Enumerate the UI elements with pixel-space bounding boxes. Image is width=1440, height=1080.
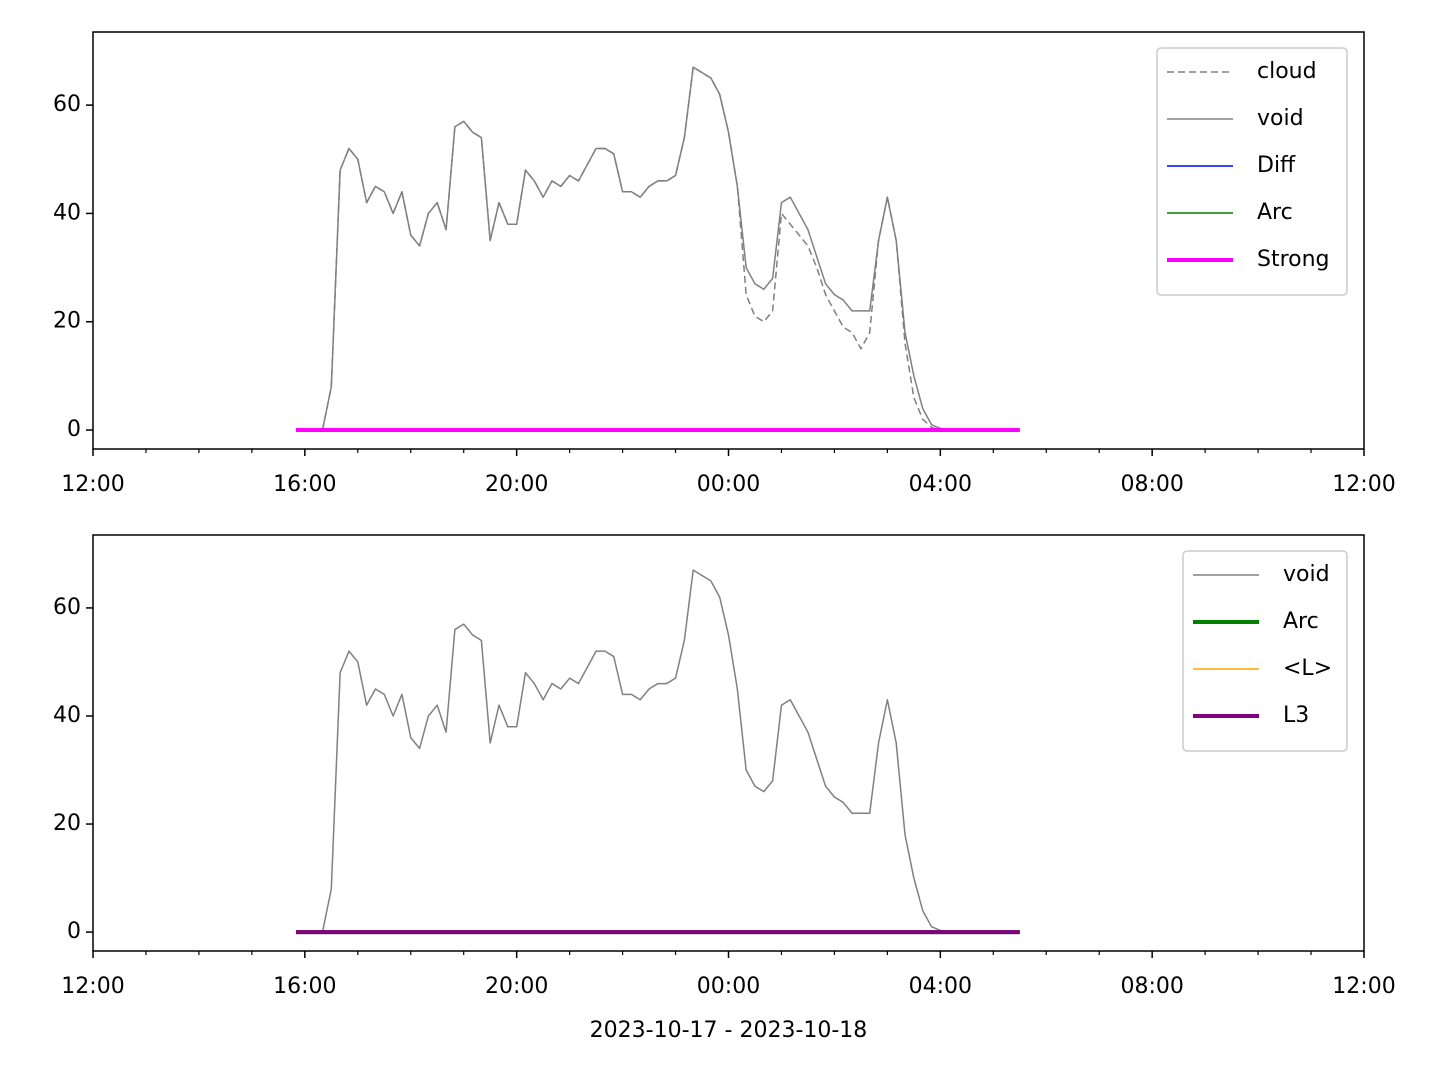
x-tick-label: 00:00 xyxy=(697,472,760,497)
legend-label: L3 xyxy=(1283,703,1309,728)
x-tick-label: 04:00 xyxy=(909,974,972,999)
legend-box xyxy=(1182,550,1348,752)
x-tick-label: 04:00 xyxy=(909,472,972,497)
x-axis-label: 2023-10-17 - 2023-10-18 xyxy=(590,1018,868,1043)
legend-label: cloud xyxy=(1257,59,1317,84)
y-tick-label: 0 xyxy=(67,919,81,944)
x-tick-label: 12:00 xyxy=(61,974,124,999)
legend-label: <L> xyxy=(1283,656,1332,681)
subplot: 0 20 40 60 12:00 16:00 20:00 00:00 04:00 08:00 12:… xyxy=(53,31,1396,497)
y-tick-label: 20 xyxy=(53,811,81,836)
series-line xyxy=(321,66,958,431)
y-tick-label: 0 xyxy=(67,417,81,442)
x-tick-label: 16:00 xyxy=(273,974,336,999)
legend-box xyxy=(1156,47,1348,296)
legend-label: Strong xyxy=(1257,247,1330,272)
y-tick-label: 40 xyxy=(53,200,81,225)
y-tick-label: 20 xyxy=(53,309,81,334)
x-tick-label: 00:00 xyxy=(697,974,760,999)
y-tick-label: 60 xyxy=(53,92,81,117)
series-line xyxy=(321,569,958,933)
legend-label: Arc xyxy=(1283,609,1319,634)
x-tick-label: 20:00 xyxy=(485,472,548,497)
x-tick-label: 08:00 xyxy=(1120,472,1183,497)
y-tick-label: 60 xyxy=(53,595,81,620)
legend-label: Arc xyxy=(1257,200,1293,225)
x-tick-label: 20:00 xyxy=(485,974,548,999)
legend-label: void xyxy=(1257,106,1304,131)
legend-label: void xyxy=(1283,562,1330,587)
x-tick-label: 12:00 xyxy=(1332,974,1395,999)
subplot: 0 20 40 60 12:00 16:00 20:00 00:00 04:00 08:00 12:… xyxy=(53,534,1396,1043)
x-tick-label: 16:00 xyxy=(273,472,336,497)
x-tick-label: 12:00 xyxy=(1332,472,1395,497)
legend: cloud void Diff Arc Strong xyxy=(1156,47,1348,296)
axes-frame xyxy=(92,534,1365,952)
series-line xyxy=(321,66,958,431)
x-tick-label: 08:00 xyxy=(1120,974,1183,999)
y-tick-label: 40 xyxy=(53,703,81,728)
x-tick-label: 12:00 xyxy=(61,472,124,497)
legend: void Arc <L> L3 xyxy=(1182,550,1348,752)
legend-label: Diff xyxy=(1257,153,1296,178)
